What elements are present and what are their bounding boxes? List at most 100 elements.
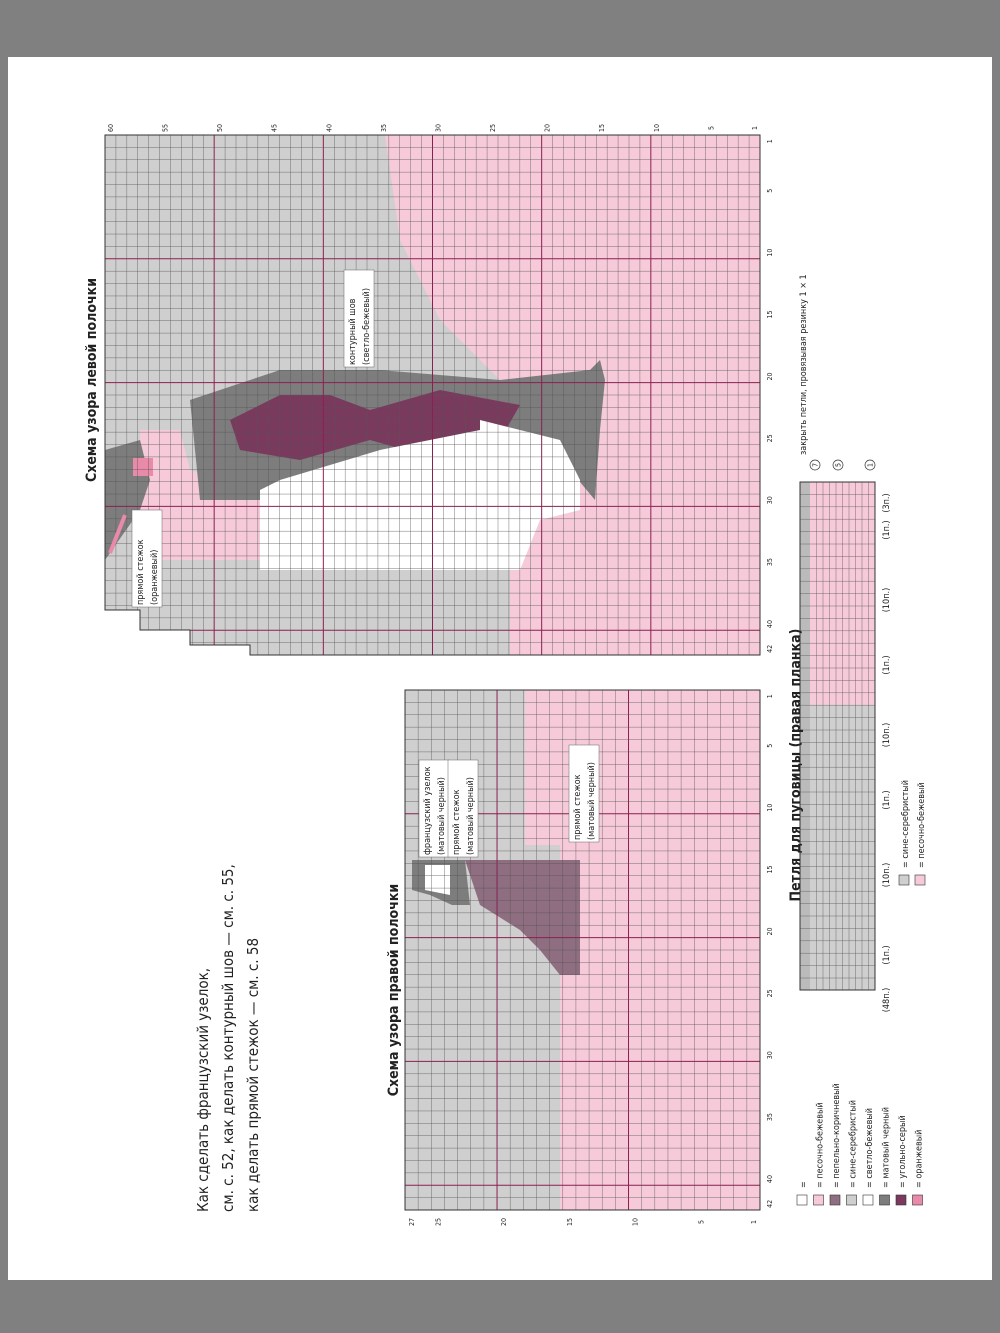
row-tick-label: 55: [162, 124, 170, 132]
legend-label: = угольно-серый: [898, 1115, 908, 1188]
marker-circle: [809, 459, 821, 471]
annotation: (матовый черный): [466, 777, 476, 855]
legend-swatch: [895, 1194, 907, 1206]
legend-label: = песочно-бежевый: [815, 1102, 826, 1188]
marker: 5: [835, 463, 843, 467]
row-tick-label: 40: [325, 124, 333, 132]
legend-swatch: [829, 1194, 841, 1206]
annotation: прямой стежок: [573, 774, 583, 840]
legend-swatch: [879, 1194, 890, 1206]
left-chart-fill: [105, 135, 760, 655]
legend-label: =: [799, 1181, 809, 1188]
legend-swatch: [914, 874, 926, 886]
row-tick-label: 30: [434, 124, 442, 132]
row-tick-label: 45: [271, 124, 279, 132]
row-tick-label: 50: [216, 124, 224, 132]
marker: 1: [867, 463, 875, 467]
annotation: французский узелок: [423, 766, 433, 855]
annotation: (матовый черный): [437, 777, 447, 855]
stitch-count: (3п.): [882, 493, 892, 512]
stitch-count: (1п.): [882, 655, 892, 674]
right-chart-outline: [404, 689, 761, 1211]
annotation: (светло-бежевый): [361, 288, 372, 365]
annotation-box: [343, 269, 375, 368]
annotation-box: [131, 509, 163, 608]
annotation: прямой стежок: [452, 789, 462, 855]
button-strip: [799, 481, 876, 991]
col-tick-label: 10: [766, 804, 774, 812]
legend-swatch: [898, 874, 910, 886]
annotation: (матовый черный): [587, 762, 597, 840]
legend-label: = сине-серебристый: [900, 780, 911, 868]
col-tick-label: 42: [766, 1200, 774, 1208]
col-tick-label: 10: [766, 249, 774, 257]
note-line: Как сделать французский узелок,: [194, 968, 212, 1212]
marker-circle: [832, 459, 844, 471]
annotation: прямой стежок: [136, 539, 146, 605]
row-tick-label: 15: [598, 124, 606, 132]
chart-title: Схема узора левой полочки: [84, 278, 100, 482]
col-tick-label: 5: [766, 744, 774, 748]
row-tick-label: 1: [751, 126, 759, 130]
legend-label: = песочно-бежевый: [916, 782, 927, 868]
annotation: (оранжевый): [150, 550, 160, 605]
col-tick-label: 35: [766, 1113, 774, 1121]
col-tick-label: 1: [766, 694, 774, 698]
legend-label: = пепельно-коричневый: [832, 1083, 842, 1188]
legend-swatch: [813, 1194, 824, 1206]
strip-note: закрыть петли, провязывая резинку 1 × 1: [799, 274, 809, 455]
col-tick-label: 15: [766, 311, 774, 319]
row-tick-label: 1: [750, 1220, 758, 1224]
stitch-count: (1п.): [882, 790, 892, 809]
annotation-box: [418, 759, 450, 858]
col-tick-label: 25: [766, 434, 774, 442]
row-tick-label: 10: [653, 124, 661, 132]
row-tick-label: 25: [489, 124, 497, 132]
stitch-count: (10п.): [882, 588, 892, 613]
texts: 1510152025303540455055601510152025303540…: [84, 124, 927, 1226]
row-tick-label: 5: [707, 126, 715, 130]
col-tick-label: 40: [766, 1175, 774, 1183]
row-tick-label: 25: [434, 1218, 442, 1226]
legend-swatch: [862, 1194, 874, 1206]
legend-swatch: [796, 1194, 808, 1206]
legend-swatch: [912, 1194, 923, 1206]
stitch-count: (1п.): [882, 520, 892, 539]
stitch-count: (10п.): [882, 723, 892, 748]
col-tick-label: 35: [766, 558, 774, 566]
orange-stitch: [108, 514, 127, 554]
legend-label: = матовый черный: [882, 1107, 892, 1188]
row-tick-label: 20: [500, 1218, 508, 1226]
col-tick-label: 20: [766, 927, 774, 935]
legend-label: = сине-серебристый: [848, 1100, 859, 1188]
legend-swatch: [846, 1194, 857, 1206]
col-tick-label: 15: [766, 866, 774, 874]
annotation-box: [447, 759, 479, 858]
col-tick-label: 30: [766, 496, 774, 504]
col-tick-label: 25: [766, 989, 774, 997]
note-line: см. с. 52, как делать контурный шов — см…: [219, 864, 237, 1212]
col-tick-label: 5: [766, 189, 774, 193]
marker: 7: [812, 463, 820, 467]
row-tick-label: 10: [632, 1218, 640, 1226]
annotation-box: [568, 744, 600, 843]
legend-label: = оранжевый: [915, 1130, 925, 1188]
row-tick-label: 15: [566, 1218, 574, 1226]
row-tick-label: 20: [544, 124, 552, 132]
row-tick-label: 60: [107, 124, 115, 132]
marker-circle: [864, 459, 876, 471]
stitch-count: (48п.): [882, 988, 892, 1013]
col-tick-label: 20: [766, 372, 774, 380]
legend-label: = светло-бежевый: [864, 1108, 875, 1188]
chart-title: Схема узора правой полочки: [386, 884, 402, 1096]
row-tick-label: 35: [380, 124, 388, 132]
stitch-count: (10п.): [882, 863, 892, 888]
row-tick-label: 5: [697, 1220, 705, 1224]
left-chart-outline: [104, 134, 761, 656]
chart-title: Петля для пуговицы (правая планка): [788, 629, 804, 902]
col-tick-label: 42: [766, 645, 774, 653]
col-tick-label: 40: [766, 620, 774, 628]
col-tick-label: 30: [766, 1051, 774, 1059]
stitch-count: (1п.): [882, 945, 892, 964]
